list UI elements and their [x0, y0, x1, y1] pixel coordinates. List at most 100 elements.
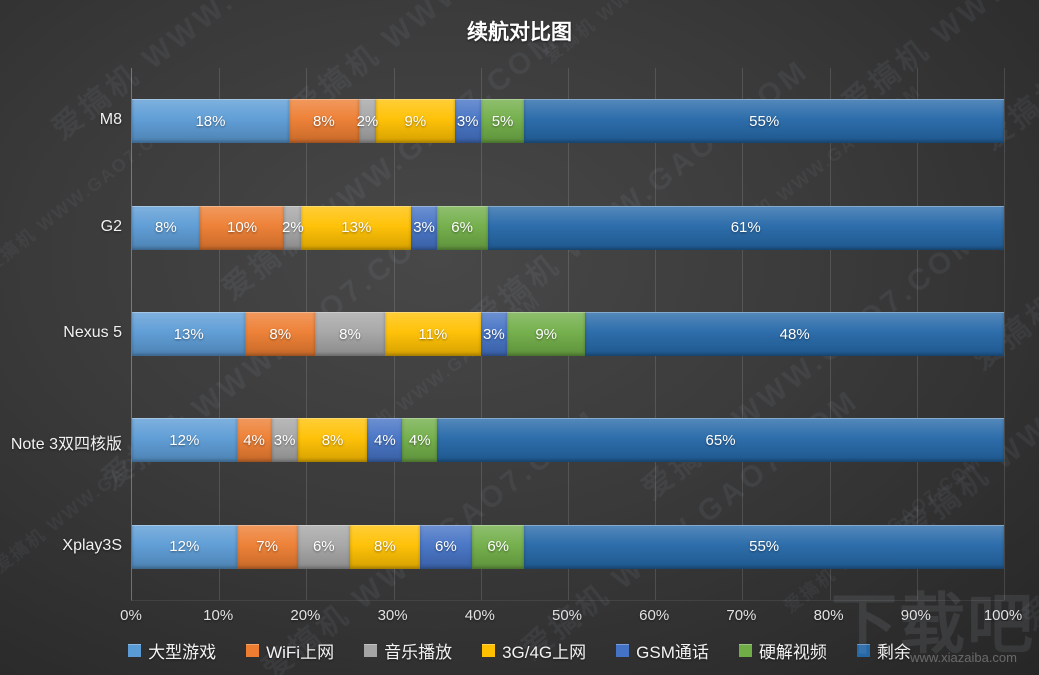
- data-label: 5%: [491, 112, 514, 130]
- watermark-site-url: www.xiazaiba.com: [910, 650, 1017, 665]
- legend-item: WiFi上网: [246, 638, 334, 663]
- data-label: 3%: [413, 219, 435, 237]
- chart-title: 续航对比图: [467, 21, 572, 44]
- bar-segment: 4%: [236, 418, 272, 463]
- legend-label: 音乐播放: [384, 643, 453, 662]
- data-label: 8%: [339, 325, 361, 343]
- data-label: 4%: [243, 431, 265, 449]
- x-axis-tick: 100%: [983, 607, 1023, 624]
- legend-marker: [482, 644, 496, 657]
- x-axis-tick: 50%: [551, 607, 583, 624]
- data-label: 3%: [456, 112, 479, 130]
- bar-segment: 2%: [356, 99, 379, 144]
- data-label: 3%: [483, 325, 505, 343]
- legend-item: 大型游戏: [128, 638, 216, 663]
- x-axis-tick: 30%: [377, 607, 408, 624]
- bar-segment: 61%: [487, 205, 1004, 250]
- x-axis-tick: 90%: [900, 607, 931, 624]
- x-axis-tick: 20%: [290, 607, 321, 624]
- legend-item: 音乐播放: [364, 638, 452, 663]
- bar-segment: 55%: [524, 524, 1004, 569]
- bar-segment: 12%: [132, 524, 237, 569]
- bar-segment: 3%: [411, 205, 437, 250]
- data-label: 2%: [282, 219, 304, 237]
- data-label: 65%: [705, 431, 736, 449]
- bar-segment: 11%: [384, 312, 481, 356]
- bar-segment: 9%: [506, 312, 586, 356]
- category-label: Nexus 5: [63, 324, 122, 341]
- data-label: 9%: [404, 112, 427, 130]
- legend-item: 3G/4G上网: [482, 638, 586, 663]
- x-axis-tick: 70%: [726, 607, 757, 624]
- data-label: 55%: [749, 538, 780, 556]
- legend-item: 硬解视频: [738, 638, 827, 663]
- bar-segment: 55%: [524, 99, 1004, 144]
- bar-segment: 65%: [437, 418, 1004, 463]
- data-label: 3%: [273, 431, 296, 449]
- bar-row: 8% 10% 2% 13% 3% 6% 61%: [132, 205, 1004, 250]
- bar-segment: 4%: [367, 418, 403, 463]
- legend-marker: [856, 644, 870, 657]
- bar-segment: 6%: [436, 205, 488, 250]
- legend-label: WiFi上网: [266, 643, 335, 662]
- data-label: 13%: [173, 325, 204, 343]
- bar-segment: 8%: [288, 99, 359, 144]
- data-label: 6%: [312, 538, 335, 556]
- legend-marker: [738, 644, 752, 657]
- x-axis-tick: 10%: [203, 607, 234, 624]
- data-label: 12%: [169, 538, 200, 556]
- bar-segment: 12%: [132, 418, 237, 463]
- x-axis-tick: 40%: [464, 607, 495, 624]
- bar-segment: 6%: [472, 524, 525, 569]
- data-label: 4%: [408, 431, 431, 449]
- legend-item: 剩余: [856, 638, 911, 663]
- bar-segment: 8%: [297, 418, 368, 463]
- bar-segment: 5%: [480, 99, 525, 144]
- bar-row: 13% 8% 8% 11% 3% 9% 48%: [132, 312, 1004, 356]
- data-label: 11%: [418, 325, 448, 343]
- bar-segment: 3%: [454, 99, 481, 144]
- legend-marker: [364, 644, 378, 657]
- data-label: 13%: [341, 219, 372, 237]
- legend-marker: [246, 644, 260, 657]
- plot-area: 18% 8% 2% 9% 3% 5% 55% 8% 10% 2% 13% 3% 6% 61% 13% 8% 8%…: [131, 68, 1005, 601]
- bar-segment: 4%: [402, 418, 438, 463]
- data-label: 9%: [535, 325, 557, 343]
- data-label: 8%: [269, 325, 292, 343]
- gridline: [1004, 68, 1005, 600]
- legend: 大型游戏 WiFi上网 音乐播放 3G/4G上网 GSM通话 硬解视频 剩余: [0, 638, 1039, 663]
- data-label: 8%: [374, 538, 396, 556]
- watermark-site-logo: 下载吧: [831, 587, 1035, 661]
- bar-segment: 3%: [480, 312, 507, 356]
- category-label: M8: [99, 111, 122, 129]
- bar-segment: 6%: [419, 524, 473, 569]
- category-label: G2: [100, 217, 122, 235]
- data-label: 7%: [256, 538, 278, 556]
- legend-label: 大型游戏: [148, 643, 217, 662]
- bar-segment: 13%: [301, 205, 412, 250]
- category-label: Xplay3S: [62, 536, 122, 554]
- x-axis-tick: 60%: [639, 607, 670, 624]
- data-label: 8%: [312, 112, 335, 130]
- data-label: 12%: [169, 431, 200, 449]
- bar-segment: 18%: [132, 99, 289, 144]
- bar-segment: 10%: [199, 205, 285, 250]
- data-label: 8%: [155, 219, 177, 237]
- data-label: 48%: [779, 325, 810, 343]
- data-label: 61%: [730, 219, 761, 237]
- bar-segment: 48%: [585, 312, 1004, 356]
- x-axis-tick: 80%: [813, 607, 844, 624]
- bar-row: 18% 8% 2% 9% 3% 5% 55%: [132, 99, 1004, 144]
- x-axis-tick: 0%: [120, 607, 142, 624]
- data-label: 10%: [227, 219, 258, 237]
- legend-marker: [128, 644, 142, 657]
- bar-segment: 8%: [245, 312, 316, 356]
- legend-label: GSM通话: [636, 643, 709, 662]
- data-label: 2%: [356, 112, 379, 130]
- bar-row: 12% 4% 3% 8% 4% 4% 65%: [132, 418, 1004, 463]
- data-label: 6%: [451, 219, 473, 237]
- bar-segment: 13%: [132, 312, 246, 356]
- legend-item: GSM通话: [616, 638, 709, 663]
- legend-label: 3G/4G上网: [502, 643, 587, 662]
